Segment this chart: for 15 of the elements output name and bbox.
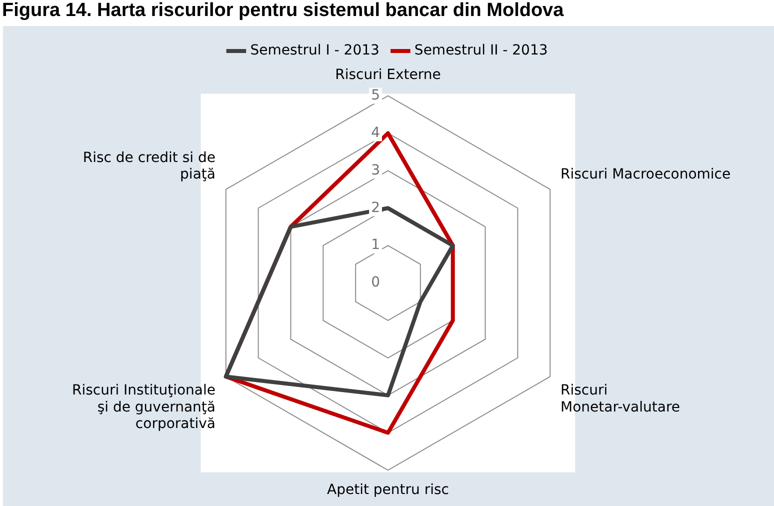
y-tick-label: 3 (371, 162, 380, 178)
spoke-label: Apetit pentru risc (327, 482, 449, 498)
y-tick-label: 0 (371, 274, 380, 291)
y-tick-label: 5 (371, 87, 380, 104)
y-tick-label: 4 (371, 124, 380, 141)
chart-title: Figura 14. Harta riscurilor pentru sistemul bancar din Moldova (1, 0, 565, 23)
spoke-label: Riscuri Monetar-valutare (560, 382, 680, 416)
spoke-label: Riscuri Macroeconomice (560, 166, 731, 183)
y-tick-label: 1 (371, 237, 380, 254)
spoke-label: Riscuri Instituţionale şi de guvernanţă corporativă (72, 382, 216, 432)
spoke-label: Riscuri Externe (335, 67, 441, 84)
y-tick-label: 2 (371, 200, 380, 216)
spoke-label: Risc de credit si de piaţă (82, 150, 216, 183)
legend-label: Semestrul I - 2013 (250, 42, 380, 59)
legend-label: Semestrul II - 2013 (414, 42, 548, 59)
